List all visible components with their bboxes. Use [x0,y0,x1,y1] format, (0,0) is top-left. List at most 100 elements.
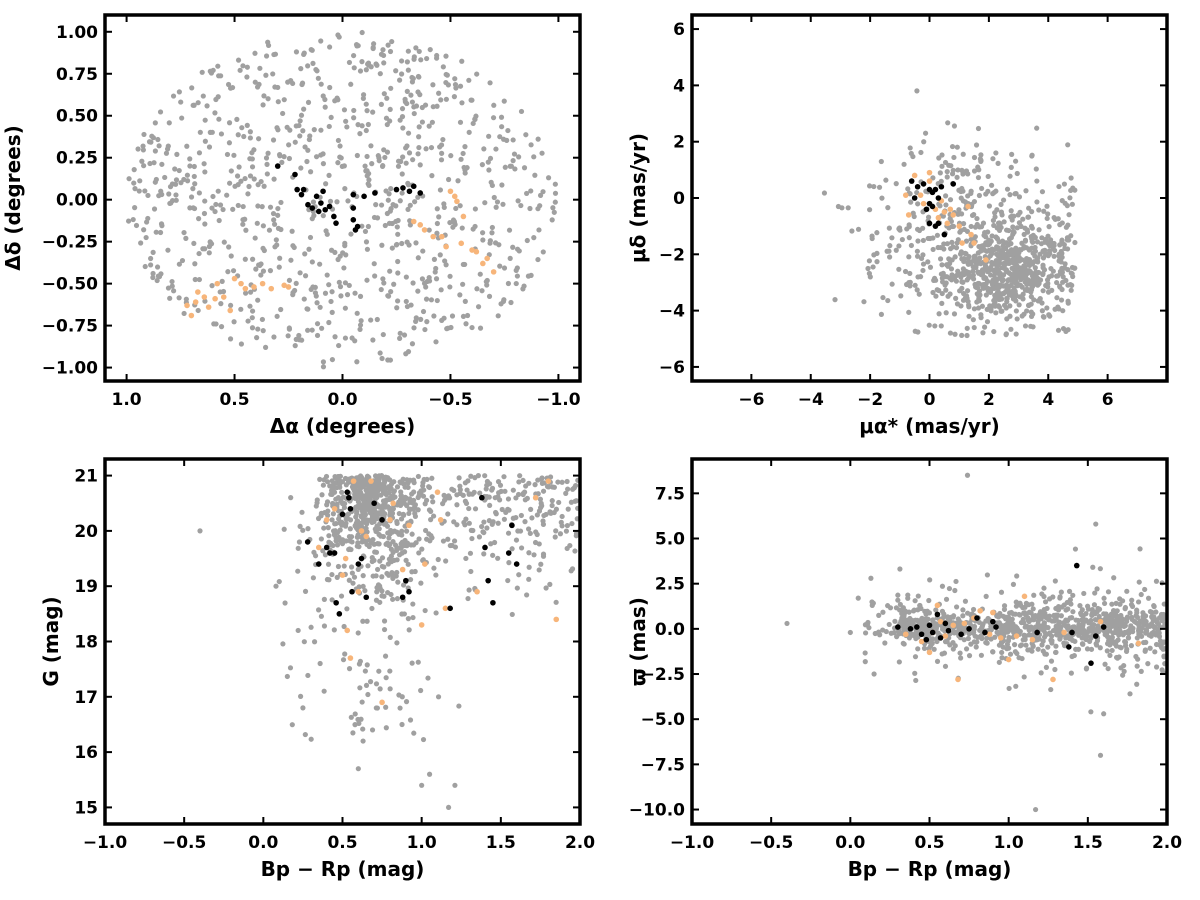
members-point [490,599,496,606]
field-star-point [363,101,369,107]
field-star-point [914,248,920,254]
field-star-point [434,297,440,304]
field-star-point [416,134,422,140]
field-star-point [280,641,286,647]
field-star-point [297,693,304,699]
field-star-point [250,256,256,262]
field-star-point [431,513,437,519]
members-point [354,223,361,230]
field-star-point [192,276,198,283]
highlight-point [454,198,460,205]
field-star-point [889,281,895,287]
field-star-point [399,721,405,728]
field-star-point [436,214,442,220]
field-star-point [430,499,436,505]
field-star-point [1043,664,1049,670]
field-star-point [541,512,547,519]
field-star-point [970,606,977,613]
field-star-point [971,623,978,630]
field-star-point [346,282,352,289]
field-star-point [412,513,419,519]
field-star-point [356,584,362,590]
field-star-point [319,492,325,498]
field-star-point [411,325,417,331]
field-star-point [364,492,370,498]
field-star-point [998,308,1004,314]
field-star-point [1149,630,1155,637]
field-star-point [1067,597,1073,603]
y-tick-label: 0.50 [56,107,98,127]
field-star-point [272,84,278,90]
field-star-point [354,534,360,540]
field-star-point [1077,603,1083,609]
field-star-point [352,290,358,296]
field-star-point [323,181,329,187]
field-star-point [1041,314,1047,320]
field-star-point [314,497,320,503]
field-star-point [314,68,320,74]
field-star-point [896,243,902,249]
field-star-point [912,328,918,334]
field-star-point [466,77,472,83]
field-star-point [383,474,389,480]
field-star-point [514,273,520,279]
field-star-point [460,261,466,268]
field-star-point [286,142,292,148]
field-star-point [528,188,534,194]
field-star-point [1052,306,1058,312]
field-star-point [1045,233,1051,239]
x-tick-label: 0.5 [914,833,944,853]
field-star-point [971,211,977,218]
field-star-point [190,186,196,192]
field-star-point [419,546,425,552]
field-star-point [152,148,158,154]
field-star-point [326,319,332,326]
field-star-point [487,481,493,487]
highlight-point [205,304,212,310]
field-star-point [481,529,487,536]
field-star-point [384,210,390,217]
field-star-point [951,123,958,129]
x-tick-label: 0.5 [327,833,357,853]
x-axis-label: Δα (degrees) [270,414,416,438]
field-star-point [335,160,341,166]
x-tick-label: 2.0 [565,833,595,853]
field-star-point [1097,645,1103,651]
field-star-point [1046,224,1052,230]
field-star-point [1039,591,1045,597]
field-star-point [428,517,434,523]
field-star-point [1110,608,1117,614]
field-star-point [218,324,225,330]
field-star-point [897,227,903,233]
field-star-point [1026,261,1032,267]
field-star-point [422,527,429,534]
field-star-point [935,244,941,251]
field-star-point [373,681,380,687]
field-star-point [565,486,571,492]
field-star-point [355,540,361,546]
field-star-point [1053,643,1059,649]
members-point [292,171,298,178]
field-star-point [926,322,932,328]
field-star-point [321,623,328,629]
field-star-point [1067,282,1074,288]
field-star-point [349,570,355,576]
field-star-point [394,520,400,526]
field-star-point [173,192,179,198]
field-star-point [188,194,195,200]
field-star-point [336,279,342,285]
field-star-point [471,489,477,495]
field-star-point [190,205,196,211]
field-star-point [1014,625,1020,631]
field-star-point [972,253,978,259]
field-star-point [247,135,253,141]
field-star-point [1018,619,1025,626]
y-tick-label: −4 [659,302,685,322]
field-star-point [417,162,423,168]
field-star-point [1022,323,1029,329]
field-star-point [1019,240,1025,246]
field-star-point [1012,158,1019,164]
field-star-point [362,228,369,235]
field-star-point [961,637,967,643]
field-star-point [486,133,492,139]
